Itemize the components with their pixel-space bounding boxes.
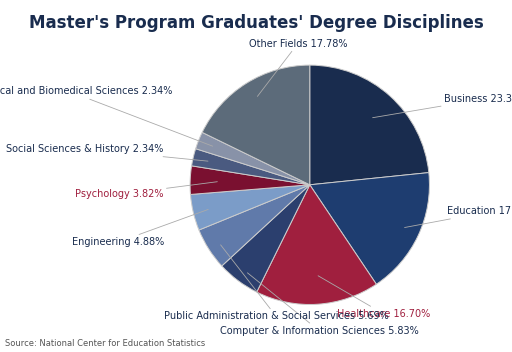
Wedge shape [190, 185, 310, 230]
Text: Engineering 4.88%: Engineering 4.88% [72, 209, 208, 247]
Wedge shape [196, 132, 310, 185]
Wedge shape [222, 185, 310, 292]
Wedge shape [310, 172, 430, 284]
Wedge shape [199, 185, 310, 266]
Wedge shape [191, 149, 310, 185]
Wedge shape [202, 65, 310, 185]
Wedge shape [310, 65, 429, 185]
Text: Public Administration & Social Services 5.69%: Public Administration & Social Services … [164, 245, 389, 321]
Text: Master's Program Graduates' Degree Disciplines: Master's Program Graduates' Degree Disci… [29, 14, 483, 32]
Text: Healthcare 16.70%: Healthcare 16.70% [318, 276, 431, 319]
Text: Computer & Information Sciences 5.83%: Computer & Information Sciences 5.83% [220, 273, 419, 336]
Text: Biological and Biomedical Sciences 2.34%: Biological and Biomedical Sciences 2.34% [0, 87, 212, 146]
Text: Psychology 3.82%: Psychology 3.82% [75, 182, 217, 199]
Text: Business 23.37%: Business 23.37% [373, 94, 512, 118]
Text: Social Sciences & History 2.34%: Social Sciences & History 2.34% [6, 144, 208, 161]
Wedge shape [190, 166, 310, 194]
Text: Other Fields 17.78%: Other Fields 17.78% [248, 39, 347, 96]
Text: Source: National Center for Education Statistics: Source: National Center for Education St… [5, 339, 205, 348]
Wedge shape [257, 185, 376, 304]
Text: Education 17.23%: Education 17.23% [404, 206, 512, 227]
